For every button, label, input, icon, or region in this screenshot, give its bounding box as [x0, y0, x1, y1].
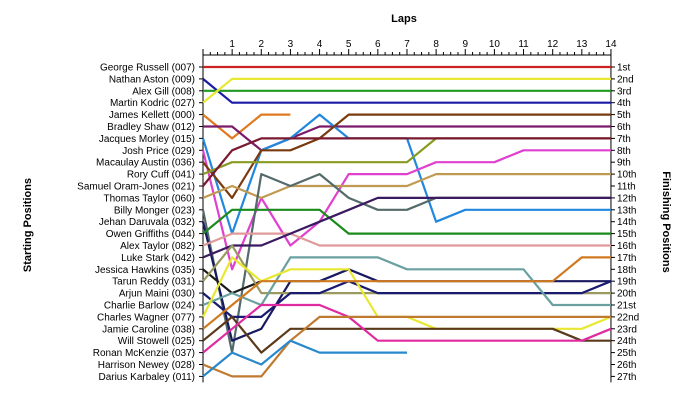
finishing-position-label: 27th — [617, 372, 636, 383]
starting-driver-label: Jacques Morley (015) — [99, 134, 195, 145]
x-tick-label: 3 — [288, 39, 294, 50]
finishing-position-label: 9th — [617, 158, 631, 169]
series-line — [202, 113, 611, 199]
series-line — [202, 77, 611, 104]
starting-driver-label: Alex Taylor (082) — [120, 241, 195, 252]
starting-driver-label: Nathan Aston (009) — [109, 74, 195, 85]
finishing-position-label: 4th — [617, 98, 631, 109]
starting-driver-label: Macaulay Austin (036) — [96, 158, 195, 169]
starting-driver-label: Darius Karbaley (011) — [98, 372, 195, 383]
finishing-position-label: 6th — [617, 122, 631, 133]
finishing-position-label: 22nd — [617, 312, 639, 323]
left-axis-title: Starting Positions — [22, 178, 34, 272]
x-tick-label: 9 — [462, 39, 468, 50]
finishing-position-label: 7th — [617, 134, 631, 145]
finishing-position-label: 2nd — [617, 74, 634, 85]
series-line — [202, 315, 611, 378]
x-tick-label: 8 — [433, 39, 439, 50]
finishing-position-label: 23rd — [617, 324, 637, 335]
finishing-position-label: 10th — [617, 170, 636, 181]
starting-driver-label: Jamie Caroline (038) — [102, 324, 195, 335]
series-line — [202, 232, 611, 247]
starting-driver-label: Harrison Newey (028) — [98, 360, 195, 371]
x-tick-label: 10 — [489, 39, 501, 50]
finishing-position-label: 20th — [617, 289, 636, 300]
x-tick-label: 13 — [576, 39, 588, 50]
starting-driver-label: Jessica Hawkins (035) — [95, 265, 195, 276]
finishing-position-labels: 1st2nd3rd4th5th6th7th8th9th10th11th12th1… — [617, 63, 639, 383]
x-tick-label: 7 — [404, 39, 410, 50]
x-axis-ticks: 1 2 3 4 5 6 7 8 9 10 11 12 13 14 — [202, 39, 617, 55]
series-line — [202, 256, 611, 307]
x-axis-title: Laps — [391, 13, 417, 25]
starting-driver-label: James Kellett (000) — [109, 110, 195, 121]
series-line — [202, 303, 612, 354]
series-line — [202, 315, 611, 354]
starting-driver-label: George Russell (007) — [100, 63, 195, 74]
series-line — [202, 137, 611, 176]
starting-driver-label: Bradley Shaw (012) — [107, 122, 195, 133]
series-line — [202, 208, 611, 235]
finishing-position-label: 5th — [617, 110, 631, 121]
finishing-position-label: 21st — [617, 301, 636, 312]
x-tick-label: 11 — [518, 39, 529, 50]
series-line — [201, 149, 611, 271]
starting-driver-label: Billy Monger (023) — [114, 205, 195, 216]
finishing-position-label: 12th — [617, 193, 636, 204]
series-line — [202, 137, 611, 187]
starting-driver-label: Thomas Taylor (060) — [103, 193, 195, 204]
starting-driver-label: Rory Cuff (041) — [127, 170, 195, 181]
x-tick-label: 14 — [605, 39, 617, 50]
finishing-position-label: 3rd — [617, 86, 631, 97]
finishing-position-label: 26th — [617, 360, 636, 371]
starting-driver-label: Luke Stark (042) — [121, 253, 195, 264]
starting-driver-label: Owen Griffiths (044) — [106, 229, 195, 240]
finishing-position-label: 15th — [617, 229, 636, 240]
finishing-position-label: 24th — [617, 336, 636, 347]
starting-driver-label: Samuel Oram-Jones (021) — [77, 182, 195, 193]
starting-position-labels: George Russell (007)Nathan Aston (009)Al… — [77, 63, 195, 383]
starting-driver-label: Josh Price (029) — [122, 146, 195, 157]
starting-driver-label: Jehan Daruvala (032) — [99, 217, 195, 228]
series-line — [202, 78, 611, 104]
x-tick-label: 12 — [547, 39, 559, 50]
x-tick-label: 5 — [346, 39, 352, 50]
series-line — [202, 173, 611, 199]
right-axis-title: Finishing Positions — [660, 171, 672, 272]
finishing-position-label: 14th — [617, 217, 636, 228]
starting-driver-label: Charlie Barlow (024) — [104, 301, 195, 312]
finishing-position-label: 25th — [617, 348, 636, 359]
series-lines — [201, 65, 612, 378]
series-line — [202, 256, 611, 330]
finishing-position-label: 19th — [617, 277, 636, 288]
finishing-position-label: 18th — [617, 265, 636, 276]
starting-driver-label: Tarun Reddy (031) — [112, 277, 195, 288]
series-line — [202, 339, 407, 378]
finishing-position-label: 16th — [617, 241, 636, 252]
starting-driver-label: Will Stowell (025) — [118, 336, 195, 347]
finishing-position-label: 13th — [617, 205, 636, 216]
x-tick-label: 4 — [317, 39, 323, 50]
finishing-position-label: 8th — [617, 146, 631, 157]
starting-driver-label: Alex Gill (008) — [132, 86, 195, 97]
starting-driver-label: Charles Wagner (077) — [97, 312, 195, 323]
finishing-position-label: 1st — [617, 63, 631, 74]
finishing-position-label: 17th — [617, 253, 636, 264]
x-tick-label: 6 — [375, 39, 381, 50]
x-tick-label: 1 — [229, 39, 235, 50]
plot-frame — [199, 54, 615, 383]
starting-driver-label: Ronan McKenzie (037) — [93, 348, 195, 359]
starting-driver-label: Arjun Maini (030) — [119, 289, 195, 300]
x-tick-label: 2 — [258, 39, 264, 50]
series-line — [202, 196, 611, 259]
finishing-position-label: 11th — [617, 182, 636, 193]
starting-driver-label: Martin Kodric (027) — [110, 98, 195, 109]
